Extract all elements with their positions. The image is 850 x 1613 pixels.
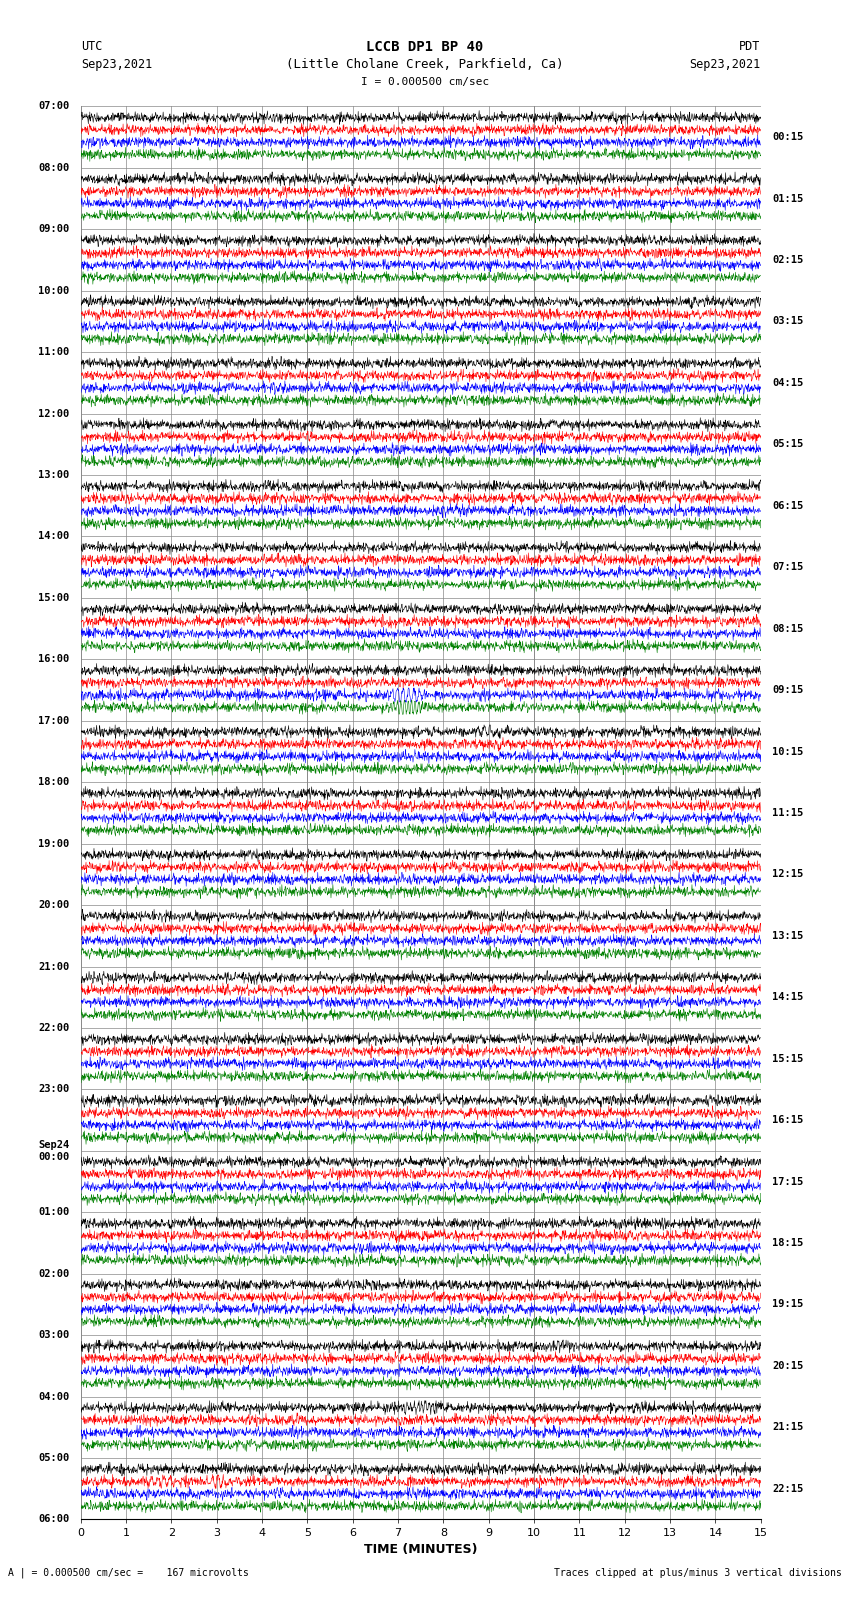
Text: PDT: PDT — [740, 40, 761, 53]
Text: 21:00: 21:00 — [38, 961, 70, 971]
Text: Sep23,2021: Sep23,2021 — [81, 58, 152, 71]
Text: 16:15: 16:15 — [772, 1115, 803, 1126]
Text: 02:00: 02:00 — [38, 1269, 70, 1279]
Text: UTC: UTC — [81, 40, 102, 53]
Text: 14:15: 14:15 — [772, 992, 803, 1002]
Text: 18:00: 18:00 — [38, 777, 70, 787]
Text: 23:00: 23:00 — [38, 1084, 70, 1094]
Text: 02:15: 02:15 — [772, 255, 803, 265]
Text: 01:15: 01:15 — [772, 194, 803, 203]
Text: 19:15: 19:15 — [772, 1300, 803, 1310]
Text: 03:15: 03:15 — [772, 316, 803, 326]
Text: 07:15: 07:15 — [772, 563, 803, 573]
Text: 06:15: 06:15 — [772, 500, 803, 511]
Text: 20:00: 20:00 — [38, 900, 70, 910]
Text: 11:00: 11:00 — [38, 347, 70, 356]
Text: 10:15: 10:15 — [772, 747, 803, 756]
Text: 00:15: 00:15 — [772, 132, 803, 142]
Text: (Little Cholane Creek, Parkfield, Ca): (Little Cholane Creek, Parkfield, Ca) — [286, 58, 564, 71]
Text: LCCB DP1 BP 40: LCCB DP1 BP 40 — [366, 40, 484, 55]
Text: 21:15: 21:15 — [772, 1423, 803, 1432]
Text: 14:00: 14:00 — [38, 532, 70, 542]
Text: I = 0.000500 cm/sec: I = 0.000500 cm/sec — [361, 77, 489, 87]
Text: 05:00: 05:00 — [38, 1453, 70, 1463]
Text: 09:15: 09:15 — [772, 686, 803, 695]
Text: 19:00: 19:00 — [38, 839, 70, 848]
Text: Sep24
00:00: Sep24 00:00 — [38, 1140, 70, 1161]
Text: 17:15: 17:15 — [772, 1176, 803, 1187]
Text: 12:15: 12:15 — [772, 869, 803, 879]
Text: 11:15: 11:15 — [772, 808, 803, 818]
Text: A | = 0.000500 cm/sec =    167 microvolts: A | = 0.000500 cm/sec = 167 microvolts — [8, 1566, 249, 1578]
Text: 08:15: 08:15 — [772, 624, 803, 634]
X-axis label: TIME (MINUTES): TIME (MINUTES) — [364, 1542, 478, 1555]
Text: 08:00: 08:00 — [38, 163, 70, 173]
Text: 03:00: 03:00 — [38, 1331, 70, 1340]
Text: Traces clipped at plus/minus 3 vertical divisions: Traces clipped at plus/minus 3 vertical … — [553, 1568, 842, 1578]
Text: 22:00: 22:00 — [38, 1023, 70, 1032]
Text: 13:00: 13:00 — [38, 469, 70, 481]
Text: 05:15: 05:15 — [772, 439, 803, 450]
Text: 13:15: 13:15 — [772, 931, 803, 940]
Text: 07:00: 07:00 — [38, 102, 70, 111]
Text: 04:15: 04:15 — [772, 377, 803, 387]
Text: 16:00: 16:00 — [38, 655, 70, 665]
Text: Sep23,2021: Sep23,2021 — [689, 58, 761, 71]
Text: 15:00: 15:00 — [38, 594, 70, 603]
Text: 10:00: 10:00 — [38, 286, 70, 295]
Text: 15:15: 15:15 — [772, 1053, 803, 1063]
Text: 12:00: 12:00 — [38, 408, 70, 419]
Text: 20:15: 20:15 — [772, 1361, 803, 1371]
Text: 09:00: 09:00 — [38, 224, 70, 234]
Text: 06:00: 06:00 — [38, 1515, 70, 1524]
Text: 18:15: 18:15 — [772, 1239, 803, 1248]
Text: 01:00: 01:00 — [38, 1207, 70, 1218]
Text: 17:00: 17:00 — [38, 716, 70, 726]
Text: 04:00: 04:00 — [38, 1392, 70, 1402]
Text: 22:15: 22:15 — [772, 1484, 803, 1494]
